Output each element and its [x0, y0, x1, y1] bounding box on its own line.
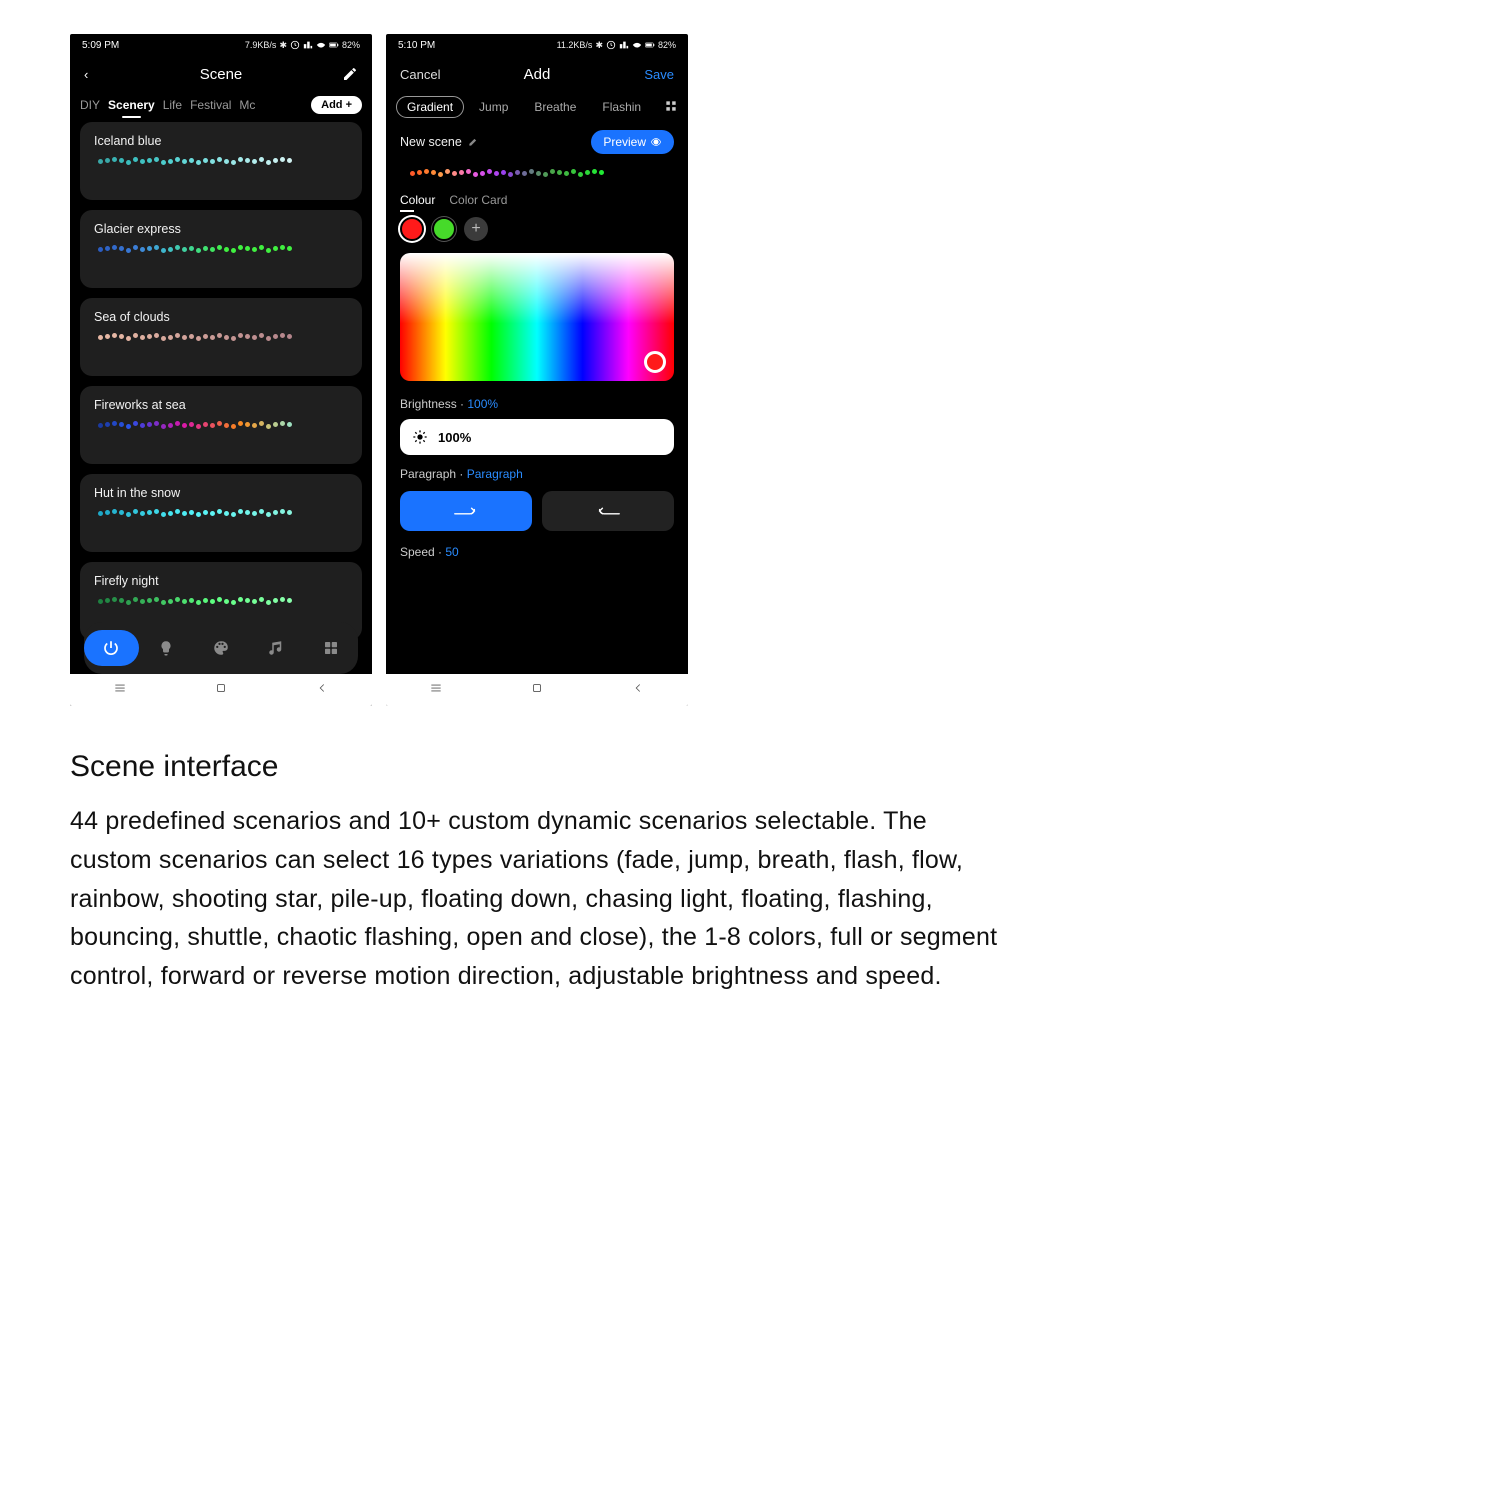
screen-header: ‹ Scene — [70, 56, 372, 92]
category-tab[interactable]: Life — [163, 98, 182, 112]
scene-preview-strip — [94, 158, 348, 163]
scene-name: Firefly night — [94, 574, 348, 588]
preview-button[interactable]: Preview — [591, 130, 674, 154]
effect-chip[interactable]: Flashin — [591, 96, 652, 118]
category-tab[interactable]: Mc — [239, 98, 255, 112]
category-tabs: DIY Scenery Life Festival Mc Add + — [70, 92, 372, 122]
scene-name: Sea of clouds — [94, 310, 348, 324]
chip-grid-icon[interactable] — [664, 99, 678, 116]
status-time: 5:09 PM — [82, 40, 119, 51]
category-tab[interactable]: DIY — [80, 98, 100, 112]
scene-card[interactable]: Glacier express — [80, 210, 362, 288]
scene-name: Glacier express — [94, 222, 348, 236]
add-scene-button[interactable]: Add + — [311, 96, 362, 114]
nav-bulb[interactable] — [139, 630, 194, 666]
home-button[interactable] — [214, 681, 228, 700]
segment-forward[interactable] — [400, 491, 532, 531]
speed-label: Speed · 50 — [386, 537, 688, 559]
status-time: 5:10 PM — [398, 40, 435, 51]
home-button[interactable] — [530, 681, 544, 700]
color-picker[interactable] — [400, 253, 674, 381]
picker-thumb[interactable] — [644, 351, 666, 373]
preview-strip — [386, 154, 688, 185]
category-tab[interactable]: Festival — [190, 98, 231, 112]
scene-list-screen: 5:09 PM 7.9KB/s ✱ 82% ‹ Scene — [70, 34, 372, 706]
add-scene-screen: 5:10 PM 11.2KB/s ✱ 82% Cancel Add Save G… — [386, 34, 688, 706]
scene-preview-strip — [94, 510, 348, 515]
scene-preview-strip — [94, 422, 348, 427]
edit-icon[interactable] — [318, 66, 358, 82]
scene-card[interactable]: Sea of clouds — [80, 298, 362, 376]
cancel-button[interactable]: Cancel — [400, 67, 440, 82]
caption-title: Scene interface — [70, 750, 1015, 784]
paragraph-label: Paragraph · Paragraph — [386, 459, 688, 485]
color-mode-tab[interactable]: Color Card — [449, 193, 507, 207]
status-bar: 5:09 PM 7.9KB/s ✱ 82% — [70, 34, 372, 56]
scene-preview-strip — [94, 334, 348, 339]
caption-block: Scene interface 44 predefined scenarios … — [70, 750, 1015, 996]
scene-name-field[interactable]: New scene — [400, 135, 479, 149]
color-swatches: + — [386, 207, 688, 247]
back-nav-button[interactable] — [315, 681, 329, 700]
scene-name: Iceland blue — [94, 134, 348, 148]
category-tab[interactable]: Scenery — [108, 98, 155, 112]
bottom-nav — [84, 622, 358, 674]
effect-chip[interactable]: Jump — [468, 96, 519, 118]
segment-buttons — [386, 485, 688, 537]
effect-chip[interactable]: Breathe — [523, 96, 587, 118]
status-icons: 11.2KB/s ✱ 82% — [557, 40, 676, 51]
screen-header: Cancel Add Save — [386, 56, 688, 92]
android-nav — [70, 674, 372, 706]
nav-music[interactable] — [248, 630, 303, 666]
color-mode-tab[interactable]: Colour — [400, 193, 435, 207]
color-mode-tabs: Colour Color Card — [386, 185, 688, 207]
brightness-slider[interactable]: 100% — [400, 419, 674, 455]
status-bar: 5:10 PM 11.2KB/s ✱ 82% — [386, 34, 688, 56]
color-swatch[interactable] — [432, 217, 456, 241]
nav-power[interactable] — [84, 630, 139, 666]
status-icons: 7.9KB/s ✱ 82% — [245, 40, 360, 51]
nav-palette[interactable] — [194, 630, 249, 666]
effect-chips: GradientJumpBreatheFlashin — [386, 92, 688, 126]
color-swatch[interactable] — [400, 217, 424, 241]
caption-body: 44 predefined scenarios and 10+ custom d… — [70, 802, 1015, 996]
scene-preview-strip — [94, 598, 348, 603]
back-button[interactable]: ‹ — [84, 67, 124, 82]
scene-preview-strip — [94, 246, 348, 251]
brightness-label: Brightness · 100% — [386, 389, 688, 415]
scene-card[interactable]: Hut in the snow — [80, 474, 362, 552]
effect-chip[interactable]: Gradient — [396, 96, 464, 118]
save-button[interactable]: Save — [634, 67, 674, 82]
android-nav — [386, 674, 688, 706]
screen-title: Scene — [200, 66, 243, 83]
add-color-button[interactable]: + — [464, 217, 488, 241]
scene-card[interactable]: Fireworks at sea — [80, 386, 362, 464]
scene-name: Hut in the snow — [94, 486, 348, 500]
recent-apps-button[interactable] — [113, 681, 127, 700]
scene-list[interactable]: Iceland blue Glacier express Sea of clouds… — [70, 122, 372, 706]
screen-title: Add — [524, 66, 551, 83]
segment-reverse[interactable] — [542, 491, 674, 531]
nav-grid[interactable] — [303, 630, 358, 666]
scene-card[interactable]: Iceland blue — [80, 122, 362, 200]
scene-name: Fireworks at sea — [94, 398, 348, 412]
recent-apps-button[interactable] — [429, 681, 443, 700]
back-nav-button[interactable] — [631, 681, 645, 700]
